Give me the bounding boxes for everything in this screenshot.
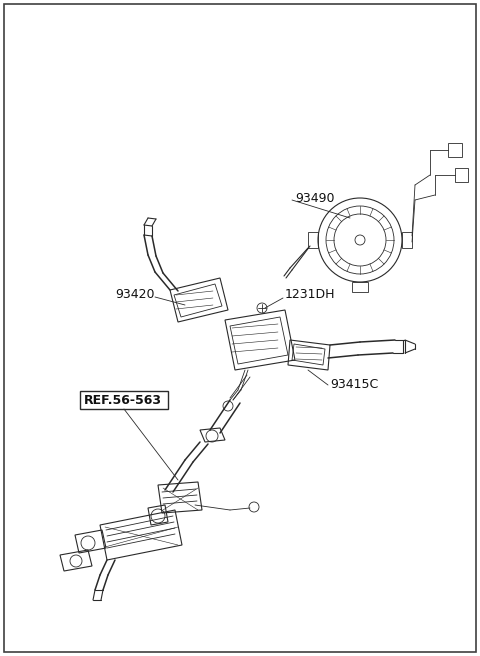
Text: 93420: 93420 [115, 289, 155, 302]
Text: 1231DH: 1231DH [285, 289, 336, 302]
Text: 93415C: 93415C [330, 379, 378, 392]
Text: 93490: 93490 [295, 192, 335, 205]
Text: REF.56-563: REF.56-563 [84, 394, 162, 407]
